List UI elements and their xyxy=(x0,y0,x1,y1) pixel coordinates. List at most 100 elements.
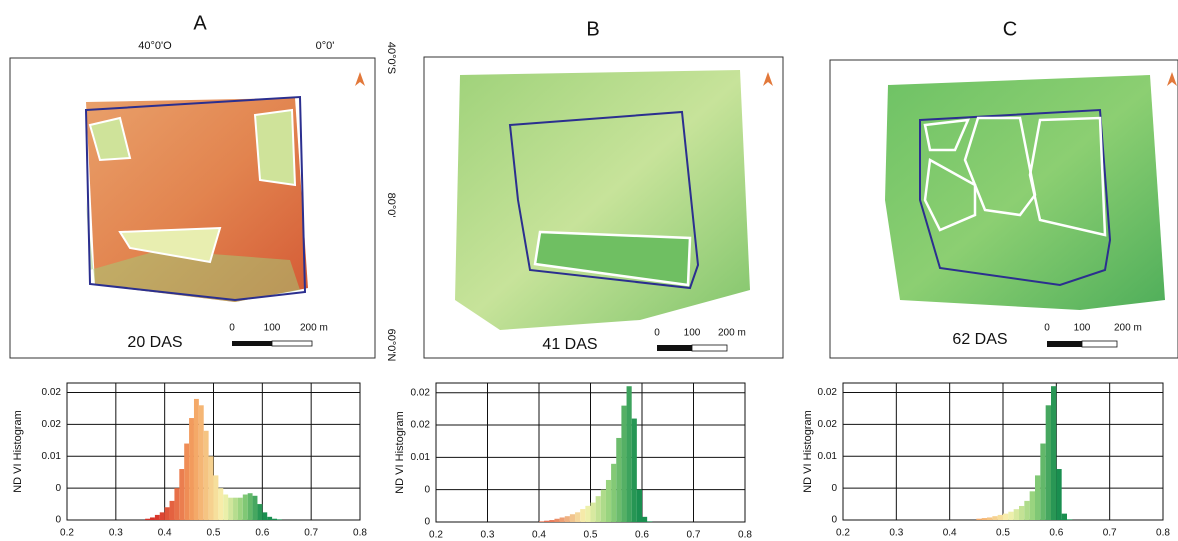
histogram-bar xyxy=(981,518,987,520)
histogram-bar xyxy=(636,489,642,522)
y-tick-label: 0.02 xyxy=(411,387,431,398)
histogram-bar xyxy=(213,475,219,520)
histogram-bar xyxy=(1013,509,1019,520)
x-tick-label: 0.5 xyxy=(207,528,221,539)
x-tick-label: 0.8 xyxy=(353,528,367,539)
histogram-bar xyxy=(575,512,581,522)
histogram-bar xyxy=(174,488,180,520)
histogram-bar xyxy=(257,504,263,520)
histogram-bar xyxy=(169,500,175,520)
histogram-bar xyxy=(272,518,277,520)
histogram-bar xyxy=(159,512,165,520)
scale-label: 100 xyxy=(1074,323,1091,334)
coordinate: 60°0'N xyxy=(385,329,397,362)
histogram-bar xyxy=(1024,500,1030,520)
histogram-bar xyxy=(208,456,214,520)
y-axis-label: ND VI Histogram xyxy=(12,410,24,493)
histogram-bar xyxy=(145,518,151,520)
y-tick-label: 0.02 xyxy=(411,420,431,431)
x-tick-label: 0.3 xyxy=(889,528,903,539)
x-tick-label: 0.4 xyxy=(532,530,546,541)
histogram-bar xyxy=(237,497,243,520)
histogram-bar xyxy=(585,505,591,522)
x-tick-label: 0.6 xyxy=(255,528,269,539)
x-tick-label: 0.7 xyxy=(687,530,701,541)
histogram-bar xyxy=(1003,513,1009,520)
histogram-bar xyxy=(1061,513,1067,520)
scale-label: 100 xyxy=(264,323,281,334)
histogram-bar xyxy=(184,443,190,520)
scale-label: 200 m xyxy=(300,323,328,334)
x-tick-label: 0.2 xyxy=(836,528,850,539)
histogram-bar xyxy=(992,516,998,520)
map-b xyxy=(423,56,784,359)
x-tick-label: 0.8 xyxy=(1156,528,1170,539)
x-tick-label: 0.4 xyxy=(943,528,957,539)
histogram-bar xyxy=(569,514,576,522)
histogram-bar xyxy=(631,418,637,522)
y-tick-label: 0.01 xyxy=(411,452,431,463)
histogram-bar xyxy=(1040,443,1046,520)
scale-label: 200 m xyxy=(1114,323,1142,334)
das-label: 41 DAS xyxy=(542,336,597,353)
histogram-bar xyxy=(228,497,234,520)
histogram-bar xyxy=(198,405,204,520)
histogram-bar xyxy=(559,517,565,522)
panel-label: A xyxy=(193,12,207,34)
coordinate: 0°0' xyxy=(316,40,335,52)
y-tick-label: 0.02 xyxy=(42,419,62,430)
histogram-bar xyxy=(276,519,282,520)
histogram-bar xyxy=(193,398,199,520)
scale-label: 0 xyxy=(229,323,235,334)
histogram-bar xyxy=(590,502,596,522)
map-a xyxy=(9,57,376,359)
histogram-bar xyxy=(595,496,601,522)
y-tick-label: 0.02 xyxy=(818,387,838,398)
histogram-bar xyxy=(600,489,606,522)
y-tick-label: 0 xyxy=(831,515,837,526)
x-tick-label: 0.3 xyxy=(481,530,495,541)
histogram-bar xyxy=(233,497,238,520)
histogram-bar xyxy=(223,494,229,520)
histogram-bar xyxy=(218,488,224,520)
scale-label: 100 xyxy=(684,328,701,339)
histogram-bar xyxy=(189,418,194,520)
histogram-bar xyxy=(1067,519,1073,520)
histogram-bar xyxy=(252,495,258,520)
histogram-bar xyxy=(554,518,560,522)
x-tick-label: 0.5 xyxy=(996,528,1010,539)
x-tick-label: 0.2 xyxy=(60,528,74,539)
histogram-bar xyxy=(1008,511,1014,520)
histogram-bar xyxy=(262,512,268,520)
scale-label: 0 xyxy=(654,328,660,339)
histogram-bar xyxy=(647,521,653,522)
histogram-bar xyxy=(605,479,612,522)
coordinate: 40°0'O xyxy=(138,40,172,52)
histogram-bar xyxy=(150,517,155,520)
histogram-bar xyxy=(997,514,1003,520)
histogram-bar xyxy=(1019,505,1025,520)
y-tick-label: 0.02 xyxy=(818,419,838,430)
histogram-bar xyxy=(1035,475,1041,520)
y-tick-label: 0.01 xyxy=(818,451,838,462)
coordinate: 40°0'S xyxy=(385,42,397,74)
histogram-bar xyxy=(179,469,185,520)
y-tick-label: 0.01 xyxy=(42,451,62,462)
y-tick-label: 0.02 xyxy=(42,387,62,398)
das-label: 62 DAS xyxy=(952,331,1007,348)
histogram-bar xyxy=(544,520,550,522)
y-axis-label: ND VI Histogram xyxy=(394,411,406,494)
y-tick-label: 0 xyxy=(424,484,430,495)
scale-label: 200 m xyxy=(718,328,746,339)
das-label: 20 DAS xyxy=(127,334,182,351)
y-tick-label: 0 xyxy=(831,483,837,494)
histogram-bar xyxy=(1051,386,1057,520)
histogram-bar xyxy=(976,518,982,520)
panel-label: B xyxy=(586,18,599,40)
histogram-bar xyxy=(616,437,622,522)
histogram-bar xyxy=(1056,469,1062,520)
histogram-bar xyxy=(203,430,209,520)
histogram-bar xyxy=(987,517,993,520)
scale-label: 0 xyxy=(1044,323,1050,334)
